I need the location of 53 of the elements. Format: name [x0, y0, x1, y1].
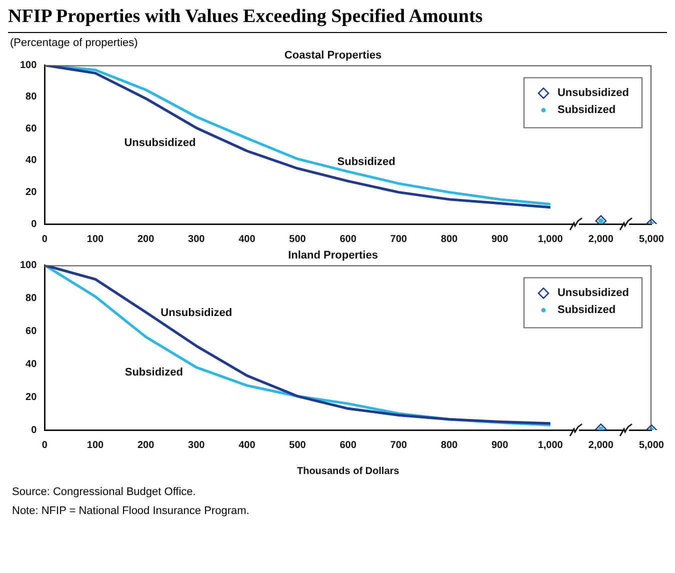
- x-tick-label: 100: [86, 234, 104, 245]
- y-tick-label: 80: [26, 292, 38, 304]
- source-note: Source: Congressional Budget Office.: [12, 485, 197, 500]
- x-tick-label: 700: [390, 440, 408, 451]
- chart-title: NFIP Properties with Values Exceeding Specified Amounts: [8, 6, 667, 33]
- text: Unsubsidized: [160, 307, 232, 320]
- x-tick-label: 2,000: [588, 234, 614, 245]
- y-tick-label: 20: [26, 392, 38, 403]
- x-tick-label: 0: [42, 440, 48, 451]
- y-tick-label: 0: [31, 424, 38, 436]
- y-tick-label: 60: [26, 326, 38, 337]
- legend-label: Subsidized: [557, 304, 616, 316]
- x-tick-label: 600: [340, 440, 357, 451]
- x-tick-label: 500: [289, 234, 306, 245]
- y-tick-label: 60: [26, 123, 38, 134]
- x-tick-label: 1,000: [538, 440, 564, 451]
- legend-label: Subsidized: [557, 104, 616, 116]
- y-tick-label: 100: [20, 60, 38, 71]
- x-tick-label: 300: [188, 234, 206, 245]
- y-axis-title: (Percentage of properties): [10, 37, 139, 49]
- y-tick-label: 40: [26, 155, 38, 166]
- text: Note: NFIP = National Flood Insurance Program.: [12, 504, 250, 519]
- y-tick-label: 80: [26, 92, 38, 103]
- text: Subsidized: [124, 366, 183, 378]
- x-tick-label: 400: [238, 234, 256, 245]
- legend-label: Unsubsidized: [557, 87, 630, 100]
- x-tick-label: 200: [137, 234, 155, 245]
- legend-label: Unsubsidized: [557, 287, 630, 300]
- x-tick-label: 5,000: [638, 440, 664, 451]
- x-tick-label: 1,000: [538, 234, 564, 245]
- x-tick-label: 900: [491, 440, 509, 451]
- x-tick-label: 400: [238, 440, 256, 451]
- y-tick-label: 100: [20, 260, 38, 271]
- text: Unsubsidized: [124, 137, 196, 150]
- chart-subtitle: Coastal Properties: [284, 50, 382, 62]
- y-tick-label: 20: [26, 186, 38, 198]
- x-tick-label: 300: [188, 440, 206, 451]
- x-tick-label: 800: [440, 234, 458, 245]
- x-tick-label: 100: [86, 440, 104, 451]
- x-tick-label: 5,000: [638, 234, 664, 245]
- x-tick-label: 600: [340, 234, 357, 245]
- x-tick-label: 900: [491, 234, 509, 245]
- x-tick-label: 800: [440, 440, 458, 451]
- x-tick-label: 2,000: [588, 440, 614, 451]
- y-tick-label: 0: [31, 218, 38, 230]
- x-tick-label: 700: [390, 234, 408, 245]
- x-axis-title: Thousands of Dollars: [296, 466, 400, 477]
- y-tick-label: 40: [26, 358, 38, 370]
- x-tick-label: 0: [42, 234, 48, 245]
- x-tick-label: 200: [137, 440, 155, 451]
- chart-subtitle: Inland Properties: [288, 250, 378, 262]
- x-tick-label: 500: [289, 440, 306, 451]
- text: Subsidized: [337, 156, 396, 168]
